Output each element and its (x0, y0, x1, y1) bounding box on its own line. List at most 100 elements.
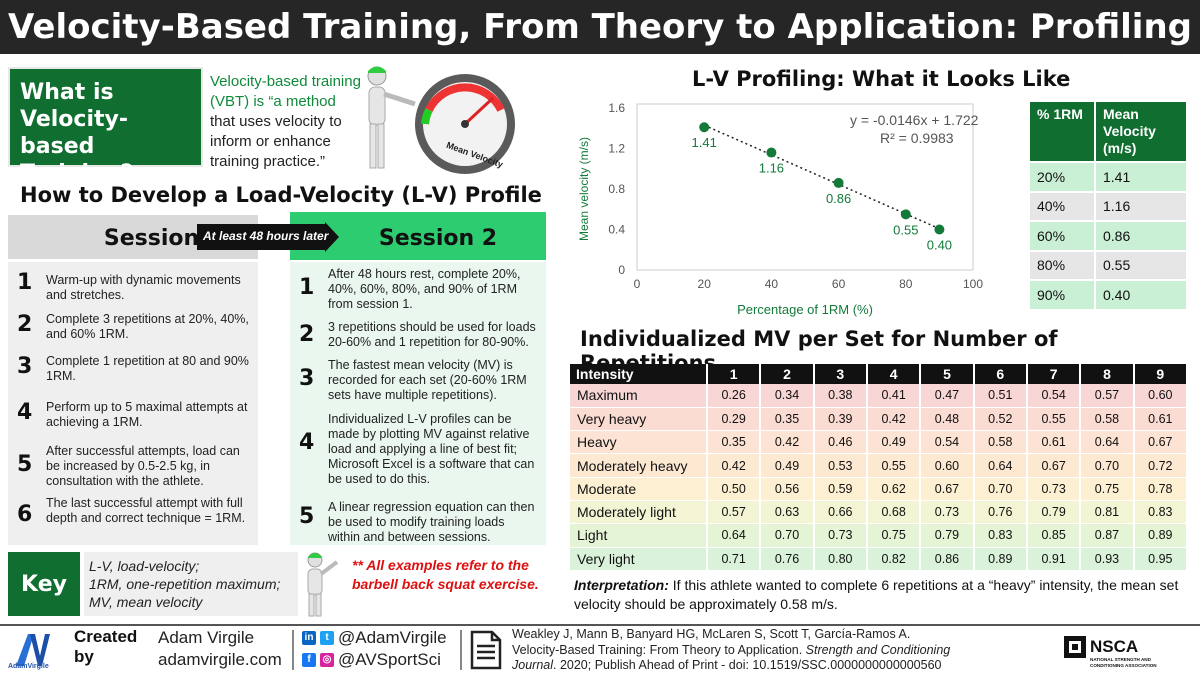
arrow-body (197, 224, 325, 250)
intensity-label: Moderately heavy (570, 453, 708, 478)
data-label: 1.41 (692, 135, 717, 150)
pointing-figure-illustration (307, 552, 339, 617)
y-tick-label: 1.2 (608, 142, 625, 156)
key-label: Key (8, 552, 80, 616)
session1-steps: 1 Warm-up with dynamic movements and stre… (8, 262, 258, 545)
velocity-cell: 0.73 (920, 500, 975, 525)
intensity-label: Very light (570, 547, 708, 571)
citation-line: Velocity-Based Training: From Theory to … (512, 642, 951, 657)
facebook-icon[interactable]: f (302, 653, 316, 667)
reps-row: Very heavy 0.29 0.35 0.39 0.42 0.48 0.52 0.55 0.… (570, 407, 1189, 432)
velocity-cell: 0.46 (813, 430, 868, 455)
what-is-vbt-box: What is Velocity-based Training? (8, 67, 203, 186)
velocity-cell: 0.58 (973, 430, 1028, 455)
nsca-name: NSCA (1090, 637, 1138, 656)
profile-header-velocity: Mean Velocity (m/s) (1094, 100, 1188, 163)
reps-header-rep: 8 (1080, 364, 1135, 384)
footer-divider (0, 624, 1200, 626)
reps-header-rep: 9 (1133, 364, 1189, 384)
header-banner: Velocity-Based Training, From Theory to … (0, 0, 1200, 54)
social-row: in t @AdamVirgile (302, 627, 447, 649)
av-logo-icon (16, 634, 50, 666)
instagram-icon[interactable]: ◎ (320, 653, 334, 667)
profile-header-1rm: % 1RM (1028, 100, 1096, 163)
profile-cell-velocity: 1.41 (1094, 161, 1188, 193)
intensity-label: Very heavy (570, 407, 708, 432)
reps-row: Maximum 0.26 0.34 0.38 0.41 0.47 0.51 0.54 0.57 0… (570, 384, 1189, 408)
lv-profile-chart: 0 0.4 0.8 1.2 1.6 0 20 40 60 80 100 Percentage of 1… (577, 101, 983, 317)
velocity-cell: 0.35 (760, 407, 815, 432)
velocity-cell: 0.57 (1080, 384, 1135, 408)
page-title: Velocity-Based Training, From Theory to … (7, 7, 1193, 47)
profile-cell-1rm: 60% (1028, 220, 1096, 252)
data-point (833, 177, 844, 188)
profile-row: 80% 0.55 (1028, 249, 1188, 281)
arrow-head-icon (325, 222, 339, 252)
session2-label: Session 2 (378, 226, 498, 251)
session2-steps: 1 After 48 hours rest, complete 20%, 40%,… (290, 262, 546, 545)
instagram-handle[interactable]: @AVSportSci (338, 650, 441, 669)
velocity-cell: 0.75 (866, 523, 922, 548)
intensity-label: Heavy (570, 430, 708, 455)
interpretation-text: If this athlete wanted to complete 6 rep… (574, 577, 1179, 612)
key-line: 1RM, one-repetition maximum; (89, 576, 281, 592)
reps-header-rep: 6 (973, 364, 1028, 384)
velocity-cell: 0.42 (866, 407, 922, 432)
footer (0, 626, 1200, 675)
velocity-cell: 0.51 (973, 384, 1028, 408)
twitter-handle[interactable]: @AdamVirgile (338, 628, 447, 647)
nsca-subtext: CONDITIONING ASSOCIATION (1090, 663, 1157, 668)
intensity-label: Light (570, 523, 708, 548)
y-tick-label: 0.8 (608, 182, 625, 196)
definition-line: inform or enhance (210, 133, 331, 150)
velocity-cell: 0.53 (813, 453, 868, 478)
author-website[interactable]: adamvirgile.com (158, 650, 282, 669)
velocity-cell: 0.49 (760, 453, 815, 478)
velocity-cell: 0.82 (866, 547, 922, 571)
velocity-cell: 0.48 (920, 407, 975, 432)
gauge-figure-illustration: Mean Velocity (367, 66, 515, 174)
intensity-label: Maximum (570, 384, 708, 408)
velocity-cell: 0.70 (760, 523, 815, 548)
velocity-cell: 0.59 (813, 477, 868, 501)
profile-cell-1rm: 90% (1028, 279, 1096, 311)
nsca-subtext: NATIONAL STRENGTH AND (1090, 657, 1152, 662)
profile-row: 90% 0.40 (1028, 279, 1188, 311)
reps-header-rep: 3 (813, 364, 868, 384)
y-axis-label: Mean velocity (m/s) (577, 137, 591, 241)
velocity-cell: 0.39 (813, 407, 868, 432)
key-line: MV, mean velocity (89, 594, 203, 610)
velocity-cell: 0.66 (813, 500, 868, 525)
data-label: 0.55 (893, 222, 918, 237)
velocity-cell: 0.60 (920, 453, 975, 478)
velocity-cell: 0.54 (1026, 384, 1082, 408)
reps-header-intensity: Intensity (570, 364, 708, 384)
vbt-definition: Velocity-based training (VBT) is “a meth… (210, 72, 370, 172)
profile-cell-velocity: 0.40 (1094, 279, 1188, 311)
definition-line: training practice.” (210, 153, 326, 170)
reps-header-rep: 7 (1026, 364, 1082, 384)
velocity-cell: 0.63 (760, 500, 815, 525)
definition-line: that uses velocity to (210, 113, 342, 130)
velocity-cell: 0.52 (973, 407, 1028, 432)
velocity-cell: 0.29 (707, 407, 762, 432)
profile-table: % 1RM Mean Velocity (m/s) 20% 1.41 40% 1.16… (1028, 100, 1188, 311)
velocity-cell: 0.72 (1133, 453, 1189, 478)
x-tick-label: 0 (634, 277, 641, 291)
velocity-cell: 0.54 (920, 430, 975, 455)
velocity-cell: 0.42 (707, 453, 762, 478)
velocity-cell: 0.93 (1080, 547, 1135, 571)
lv-profile-heading: How to Develop a Load-Velocity (L-V) Pro… (20, 183, 542, 207)
reps-table: Intensity 1 2 3 4 5 6 7 8 9 Maximum 0.26 0.34 0.38 0.… (570, 364, 1189, 571)
twitter-icon[interactable]: t (320, 631, 334, 645)
velocity-cell: 0.91 (1026, 547, 1082, 571)
velocity-cell: 0.87 (1080, 523, 1135, 548)
linkedin-icon[interactable]: in (302, 631, 316, 645)
citation-line: Journal. 2020; Publish Ahead of Print - … (512, 658, 942, 672)
barbell-squat-note: ** All examples refer to the barbell bac… (352, 557, 539, 592)
velocity-cell: 0.89 (973, 547, 1028, 571)
profile-cell-1rm: 40% (1028, 190, 1096, 222)
velocity-cell: 0.62 (866, 477, 922, 501)
plot-area-border (636, 103, 974, 271)
velocity-cell: 0.76 (760, 547, 815, 571)
